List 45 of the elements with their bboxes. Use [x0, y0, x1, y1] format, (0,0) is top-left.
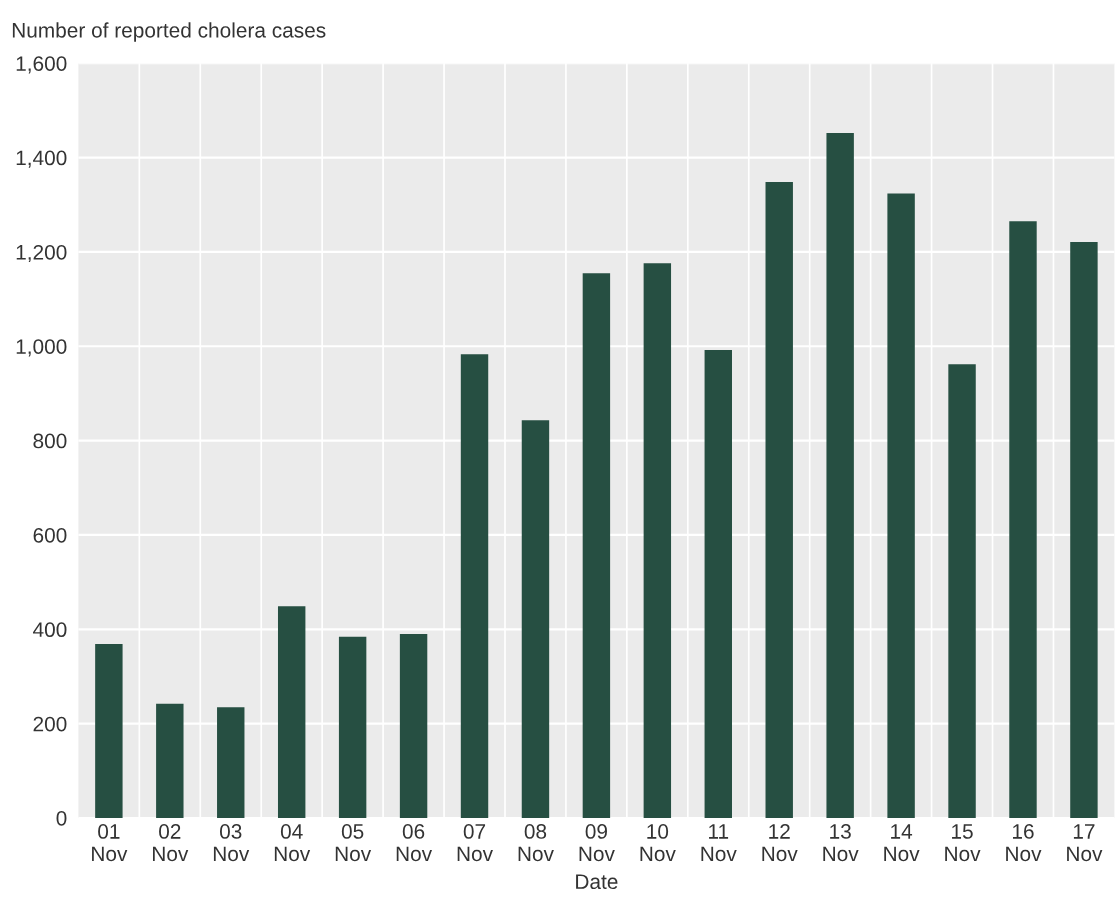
x-tick-label: 07 Nov [457, 824, 493, 862]
x-tick-label: 09 Nov [579, 824, 615, 862]
y-axis-title: Number of reported cholera cases [12, 22, 326, 42]
y-tick-label: 200 [33, 716, 67, 732]
y-tick-label: 1,000 [16, 339, 67, 357]
bar [826, 133, 854, 818]
x-tick-label: 17 Nov [1067, 824, 1103, 862]
bar [217, 707, 245, 818]
bar [521, 420, 550, 818]
bar [582, 273, 611, 818]
x-tick-label: 03 Nov [213, 824, 250, 862]
bar [156, 703, 184, 818]
y-tick-label: 1,600 [16, 56, 67, 74]
bar [338, 636, 367, 818]
bar [277, 606, 306, 818]
x-tick-label: 05 Nov [335, 824, 372, 862]
bar [765, 182, 793, 818]
x-tick-label: 02 Nov [153, 824, 189, 862]
x-tick-label: 04 Nov [274, 824, 311, 862]
x-tick-label: 16 Nov [1006, 824, 1042, 862]
bar [399, 634, 428, 818]
bar [95, 643, 123, 818]
bar [704, 350, 732, 818]
bar [643, 263, 672, 818]
bar [1009, 221, 1037, 818]
y-tick-label: 1,200 [16, 244, 67, 263]
x-axis-title: Date [576, 874, 618, 890]
bar [887, 193, 915, 818]
bar [460, 354, 489, 818]
y-tick-label: 0 [56, 810, 67, 826]
y-tick-label: 600 [33, 527, 67, 543]
x-tick-label: 13 Nov [823, 824, 859, 862]
x-tick-label: 08 Nov [518, 824, 554, 862]
y-tick-label: 1,400 [16, 150, 67, 168]
x-tick-label: 15 Nov [945, 824, 981, 862]
x-tick-label: 01 Nov [92, 824, 128, 862]
bar [1070, 241, 1098, 818]
y-tick-label: 400 [33, 622, 67, 638]
x-tick-label: 10 Nov [640, 824, 676, 862]
y-tick-label: 800 [33, 433, 67, 449]
x-tick-label: 12 Nov [762, 824, 798, 862]
x-tick-label: 14 Nov [884, 824, 920, 862]
x-tick-label: 06 Nov [396, 824, 433, 862]
bar [948, 364, 976, 818]
x-tick-label: 11 Nov [701, 824, 737, 862]
